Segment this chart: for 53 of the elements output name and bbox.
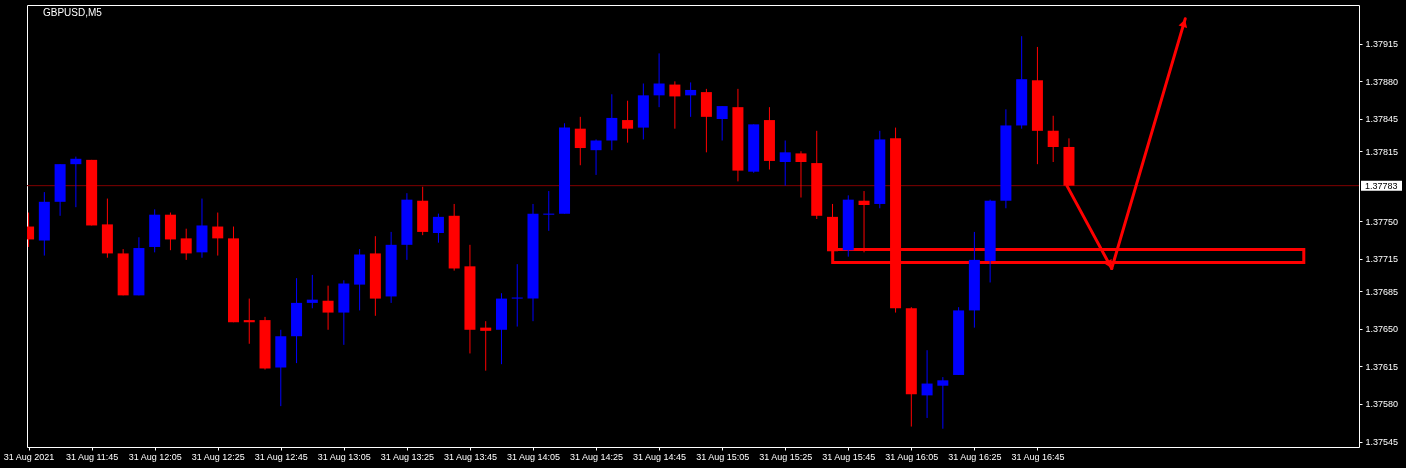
y-tick-label: 1.37815 [1365, 146, 1399, 157]
y-tick-label: 1.37880 [1365, 76, 1399, 87]
x-tick-label: 31 Aug 13:05 [317, 451, 371, 462]
ref-line-label: 1.37783 [1365, 180, 1398, 191]
candlestick [574, 116, 586, 166]
candlestick [937, 376, 949, 430]
candlestick [543, 190, 555, 232]
x-tick-label: 31 Aug 15:25 [759, 451, 813, 462]
candlestick [590, 138, 602, 176]
candlestick [243, 298, 255, 345]
x-tick-label: 31 Aug 13:45 [443, 451, 497, 462]
candlestick [212, 212, 224, 257]
x-tick-label: 31 Aug 16:25 [948, 451, 1002, 462]
y-tick-label: 1.37715 [1365, 254, 1399, 265]
candlestick [606, 93, 618, 151]
x-tick-label: 31 Aug 14:05 [506, 451, 561, 462]
x-tick-label: 31 Aug 15:45 [822, 451, 876, 462]
candlestick [716, 105, 728, 141]
chart-title: GBPUSD,M5 [43, 7, 103, 18]
candlestick [306, 274, 318, 309]
x-tick-label: 31 Aug 16:45 [1011, 451, 1065, 462]
y-tick-label: 1.37580 [1365, 399, 1399, 410]
y-tick-label: 1.37750 [1365, 216, 1399, 227]
y-tick-label: 1.37545 [1365, 437, 1399, 448]
candlestick [669, 80, 681, 130]
y-tick-label: 1.37915 [1365, 39, 1399, 50]
candlestick [622, 100, 634, 144]
candlestick [511, 263, 523, 328]
candlestick [480, 320, 492, 372]
candlestick [779, 140, 791, 187]
candlestick [1047, 115, 1059, 163]
candlestick [921, 349, 933, 419]
x-tick-label: 31 Aug 12:05 [128, 451, 182, 462]
x-tick-label: 31 Aug 11:45 [65, 451, 119, 462]
candlestick [685, 81, 697, 118]
x-tick-label: 31 Aug 12:45 [254, 451, 308, 462]
candlestick [653, 52, 665, 108]
candlestick [795, 150, 807, 198]
y-tick-label: 1.37615 [1365, 361, 1399, 372]
candlestick [322, 285, 334, 331]
x-tick-label: 31 Aug 16:05 [885, 451, 939, 462]
y-tick-label: 1.37845 [1365, 114, 1399, 125]
x-tick-label: 31 Aug 14:25 [570, 451, 624, 462]
y-tick-label: 1.37685 [1365, 286, 1399, 297]
candlestick [432, 213, 444, 244]
x-tick-label: 31 Aug 12:25 [191, 451, 245, 462]
x-tick-label: 31 Aug 2021 [3, 451, 55, 462]
x-tick-label: 31 Aug 15:05 [696, 451, 750, 462]
candlestick [180, 228, 192, 261]
candlestick [70, 156, 82, 208]
y-tick-label: 1.37650 [1365, 324, 1399, 335]
x-tick-label: 31 Aug 14:45 [633, 451, 687, 462]
x-tick-label: 31 Aug 13:25 [380, 451, 434, 462]
